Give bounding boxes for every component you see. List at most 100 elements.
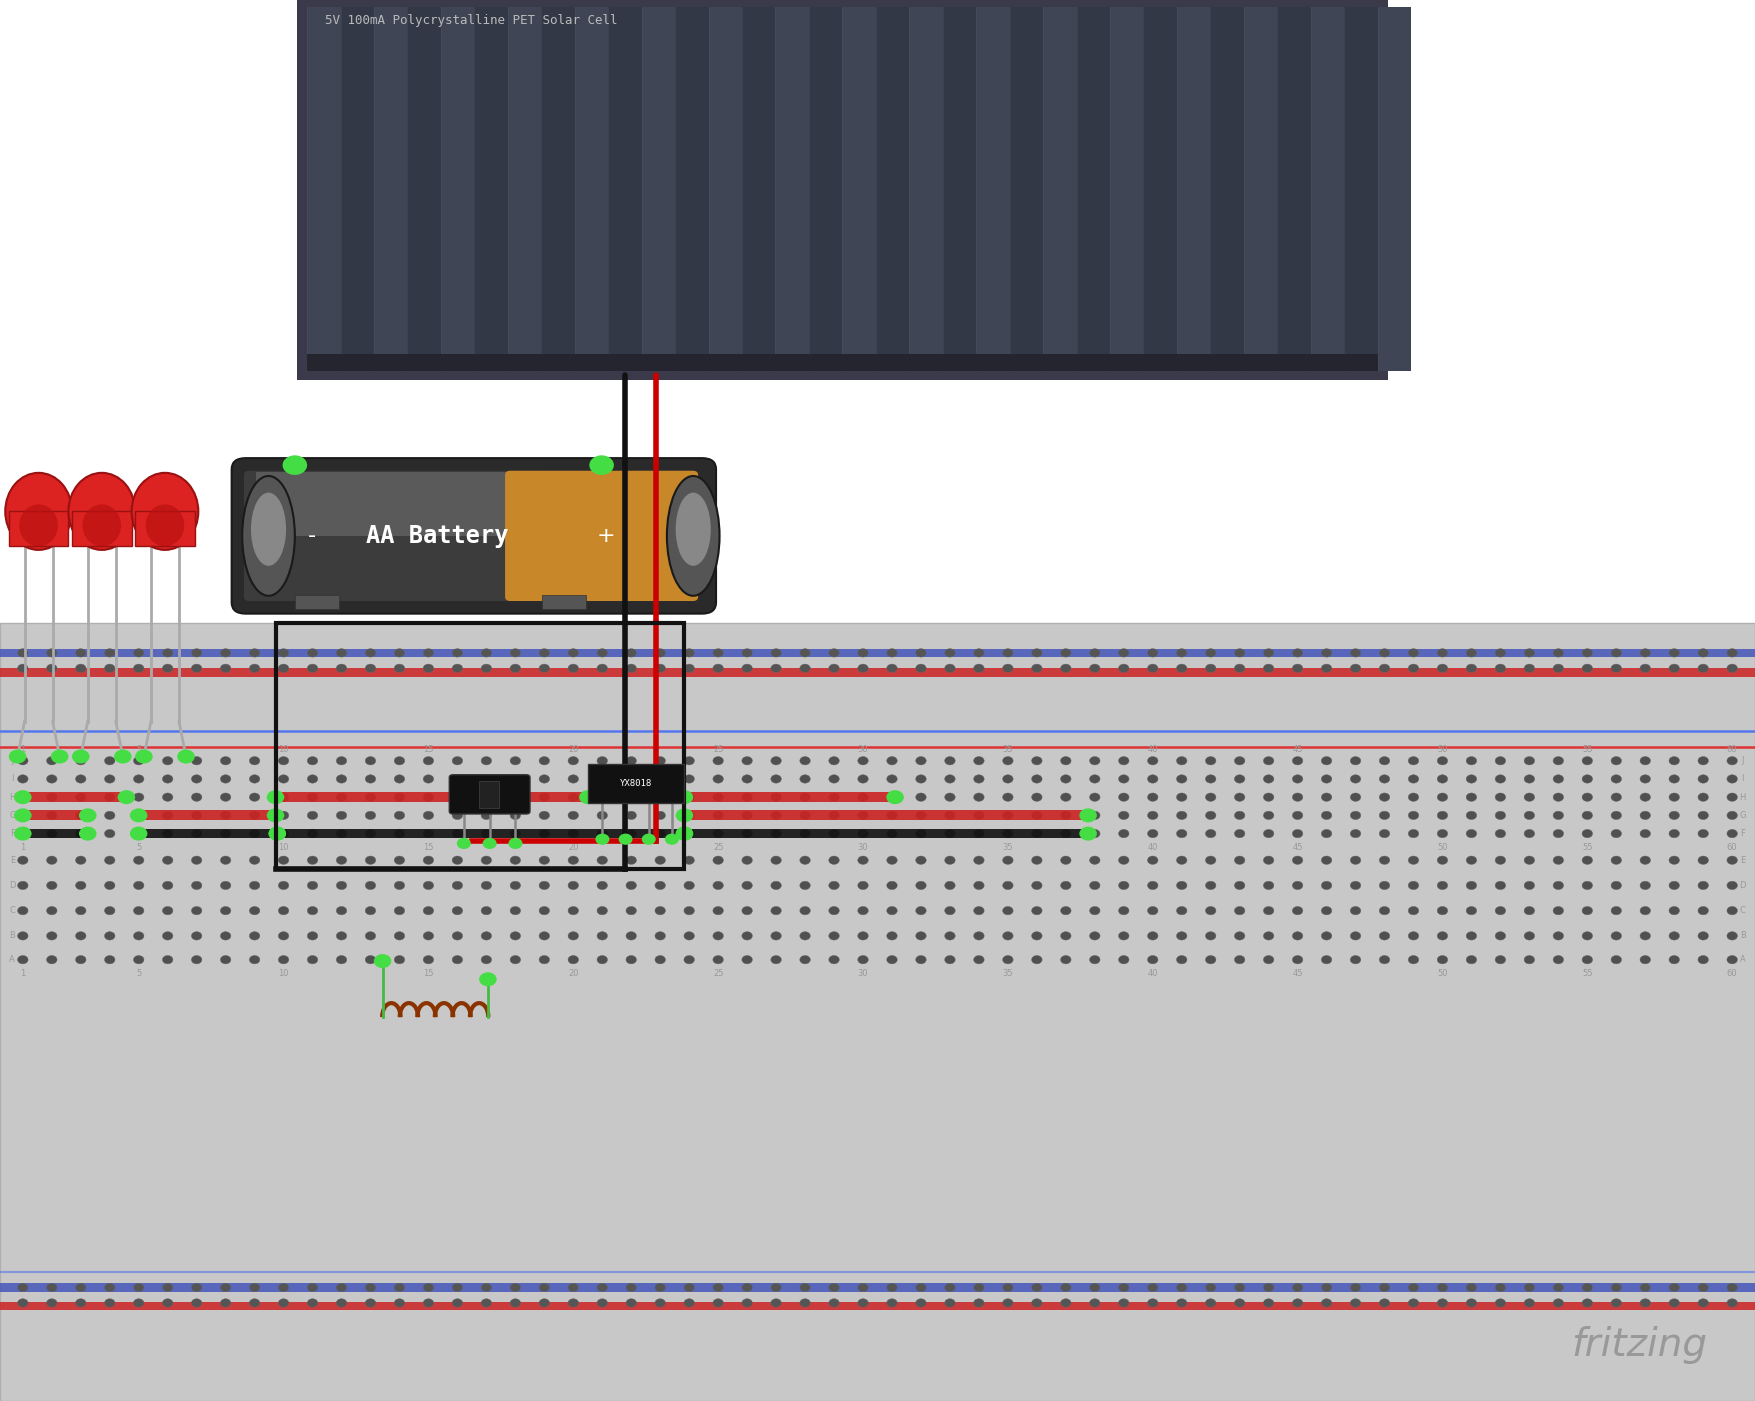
Circle shape: [1581, 856, 1592, 864]
Circle shape: [249, 1283, 260, 1292]
Circle shape: [1523, 856, 1534, 864]
Circle shape: [307, 932, 318, 940]
Circle shape: [1581, 793, 1592, 801]
Circle shape: [191, 793, 202, 801]
Bar: [9, 511, 68, 546]
Circle shape: [1727, 757, 1737, 765]
Circle shape: [569, 757, 579, 765]
Circle shape: [511, 757, 521, 765]
Circle shape: [481, 881, 491, 890]
Circle shape: [627, 1283, 637, 1292]
Circle shape: [1322, 757, 1332, 765]
Circle shape: [1148, 955, 1158, 964]
Circle shape: [800, 829, 811, 838]
Circle shape: [163, 793, 174, 801]
Circle shape: [163, 932, 174, 940]
Circle shape: [1465, 775, 1476, 783]
Circle shape: [828, 1283, 839, 1292]
Circle shape: [395, 664, 405, 672]
Circle shape: [221, 664, 232, 672]
Circle shape: [1553, 649, 1564, 657]
Bar: [642, 7, 676, 371]
FancyBboxPatch shape: [232, 458, 716, 614]
Circle shape: [770, 906, 781, 915]
Circle shape: [191, 1283, 202, 1292]
Circle shape: [483, 838, 497, 849]
Circle shape: [1611, 906, 1622, 915]
Circle shape: [511, 811, 521, 820]
Circle shape: [770, 955, 781, 964]
Circle shape: [279, 1283, 290, 1292]
Circle shape: [1523, 932, 1534, 940]
Circle shape: [1408, 1283, 1418, 1292]
Circle shape: [511, 793, 521, 801]
Ellipse shape: [676, 493, 711, 566]
Text: E: E: [11, 856, 14, 864]
Circle shape: [1079, 808, 1097, 822]
Circle shape: [337, 829, 347, 838]
Text: 60: 60: [1727, 969, 1737, 978]
Circle shape: [1465, 906, 1476, 915]
Circle shape: [742, 664, 753, 672]
Circle shape: [1322, 664, 1332, 672]
Circle shape: [479, 972, 497, 986]
Circle shape: [944, 649, 955, 657]
Bar: [139, 828, 277, 838]
Circle shape: [770, 856, 781, 864]
Circle shape: [569, 793, 579, 801]
Circle shape: [1523, 775, 1534, 783]
Text: 25: 25: [713, 969, 723, 978]
Ellipse shape: [68, 474, 135, 551]
Circle shape: [18, 775, 28, 783]
Circle shape: [1350, 649, 1360, 657]
Circle shape: [974, 1283, 985, 1292]
Bar: [1144, 7, 1178, 371]
Circle shape: [1148, 775, 1158, 783]
Circle shape: [858, 1299, 869, 1307]
Text: 20: 20: [569, 969, 579, 978]
Circle shape: [569, 775, 579, 783]
Circle shape: [133, 932, 144, 940]
Circle shape: [1234, 881, 1244, 890]
Circle shape: [1002, 856, 1013, 864]
Circle shape: [944, 856, 955, 864]
Circle shape: [118, 790, 135, 804]
Circle shape: [1032, 1283, 1042, 1292]
Circle shape: [886, 932, 897, 940]
Circle shape: [395, 757, 405, 765]
Circle shape: [1553, 811, 1564, 820]
Circle shape: [800, 906, 811, 915]
Circle shape: [916, 1299, 927, 1307]
Circle shape: [191, 775, 202, 783]
Bar: [256, 472, 530, 537]
Circle shape: [1495, 906, 1506, 915]
Circle shape: [1669, 775, 1680, 783]
Circle shape: [511, 906, 521, 915]
Circle shape: [1669, 664, 1680, 672]
Text: 1: 1: [21, 969, 25, 978]
Circle shape: [337, 811, 347, 820]
Circle shape: [481, 856, 491, 864]
Circle shape: [453, 649, 463, 657]
Bar: [479, 780, 498, 808]
Circle shape: [1292, 856, 1302, 864]
Circle shape: [337, 793, 347, 801]
Circle shape: [133, 906, 144, 915]
Circle shape: [511, 775, 521, 783]
Circle shape: [569, 881, 579, 890]
Circle shape: [713, 881, 723, 890]
Circle shape: [1264, 1299, 1274, 1307]
Circle shape: [974, 932, 985, 940]
Circle shape: [1322, 932, 1332, 940]
Text: 10: 10: [279, 843, 290, 852]
Circle shape: [1553, 757, 1564, 765]
Circle shape: [655, 757, 665, 765]
Circle shape: [191, 649, 202, 657]
Circle shape: [1090, 856, 1100, 864]
Circle shape: [1669, 757, 1680, 765]
Circle shape: [800, 664, 811, 672]
Circle shape: [453, 1283, 463, 1292]
Circle shape: [742, 906, 753, 915]
Circle shape: [655, 775, 665, 783]
Circle shape: [105, 1283, 116, 1292]
